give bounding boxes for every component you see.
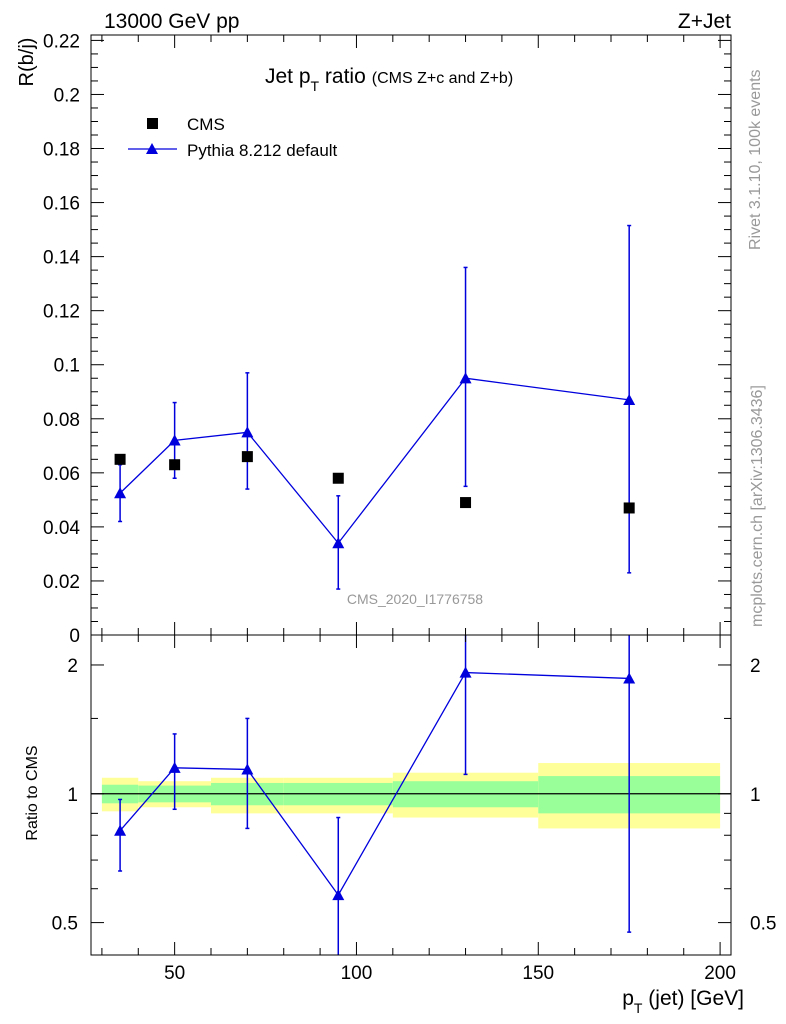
title-main: Jet p	[265, 65, 311, 88]
title-subscript: T	[311, 78, 320, 94]
cms-data-point	[332, 472, 344, 484]
mc-point	[459, 372, 472, 384]
mcplots-label: mcplots.cern.ch [arXiv:1306.3436]	[749, 385, 766, 627]
ratio-mc-point	[114, 824, 127, 836]
x-tick-label: 150	[522, 963, 554, 984]
ratio-y-tick-label-left: 0.5	[52, 914, 78, 935]
ratio-y-axis-label: Ratio to CMS	[24, 745, 41, 840]
ratio-y-tick-label-left: 2	[67, 656, 78, 677]
main-y-tick-label: 0.2	[54, 85, 80, 106]
plot-subtitle: (CMS Z+c and Z+b)	[372, 70, 513, 87]
ratio-panel: 0.5 0.5 1 1 2 2 50 100 150 200 Ratio to CMS pT (…	[24, 634, 777, 1016]
mc-point	[114, 487, 127, 499]
ratio-mc-point	[623, 672, 636, 684]
mc-point	[332, 537, 345, 549]
ratio-y-tick-label-left: 1	[67, 785, 78, 806]
ratio-mc-line	[119, 671, 630, 897]
cms-data-point	[114, 453, 126, 465]
legend-cms-label: CMS	[187, 115, 225, 134]
x-label-main: p	[622, 987, 634, 1010]
main-errorbars	[118, 224, 632, 590]
x-axis-label: pT (jet) [GeV]	[622, 987, 744, 1016]
ratio-y-tick-label-right: 0.5	[750, 914, 776, 935]
mc-point	[241, 426, 254, 438]
rivet-version-label: Rivet 3.1.10, 100k events	[747, 69, 764, 250]
ratio-mc-series-line	[119, 671, 630, 897]
main-y-tick-label: 0.14	[43, 248, 80, 269]
main-y-tick-label: 0.16	[43, 194, 80, 215]
main-y-tick-label: 0.18	[43, 140, 80, 161]
header-process-label: Z+Jet	[678, 10, 731, 33]
main-y-tick-label: 0.1	[54, 356, 80, 377]
x-tick-label: 200	[704, 963, 736, 984]
legend-cms-marker	[147, 118, 158, 129]
main-y-tick-label: 0.08	[43, 410, 80, 431]
main-x-ticks	[101, 35, 721, 635]
main-y-tick-label: 0.12	[43, 302, 80, 323]
ratio-y-tick-label-right: 2	[750, 656, 761, 677]
ratio-y-tick-label-right: 1	[750, 785, 761, 806]
ratio-mc-point	[241, 763, 254, 775]
legend: CMS Pythia 8.212 default	[128, 115, 338, 160]
title-tail: ratio	[319, 65, 366, 88]
ratio-markers	[114, 666, 636, 901]
main-y-axis-label: R(b/j)	[16, 38, 38, 87]
ratio-frame	[90, 634, 732, 956]
x-tick-label: 100	[341, 963, 373, 984]
x-label-subscript: T	[634, 1000, 643, 1016]
main-y-tick-label: 0	[69, 626, 80, 647]
cms-data-point	[169, 459, 181, 471]
analysis-id-label: CMS_2020_I1776758	[347, 591, 483, 607]
main-y-ticks: 0 0.02 0.04 0.06 0.08 0.1 0.12 0.14 0.16 0.18 0.2 0…	[43, 31, 731, 647]
legend-mc-label: Pythia 8.212 default	[187, 141, 338, 160]
ratio-mc-point	[332, 889, 345, 901]
main-y-tick-label: 0.04	[43, 518, 80, 539]
main-y-tick-label: 0.22	[43, 31, 80, 52]
main-markers	[114, 372, 636, 549]
ratio-uncertainty-bands	[101, 763, 721, 829]
x-tick-label: 50	[164, 963, 185, 984]
ratio-y-ticks: 0.5 0.5 1 1 2 2	[52, 656, 777, 935]
ratio-x-ticks: 50 100 150 200	[101, 635, 736, 984]
ratio-mc-point	[168, 761, 181, 773]
main-panel: 0 0.02 0.04 0.06 0.08 0.1 0.12 0.14 0.16 0.18 0.2 0…	[16, 31, 732, 647]
ratio-mc-point	[459, 666, 472, 678]
plot-title: Jet pT ratio (CMS Z+c and Z+b)	[265, 65, 513, 94]
main-y-tick-label: 0.06	[43, 464, 80, 485]
cms-data-point	[623, 502, 635, 514]
cms-data-point	[241, 451, 253, 463]
mc-point	[168, 434, 181, 446]
mc-point	[623, 393, 636, 405]
cms-data-point	[460, 497, 472, 509]
legend-mc-marker	[146, 143, 158, 154]
main-mc-line	[119, 377, 630, 545]
mc-series-line	[119, 377, 630, 545]
x-label-tail: (jet) [GeV]	[642, 987, 744, 1010]
main-y-tick-label: 0.02	[43, 572, 80, 593]
header-energy-label: 13000 GeV pp	[104, 10, 239, 33]
